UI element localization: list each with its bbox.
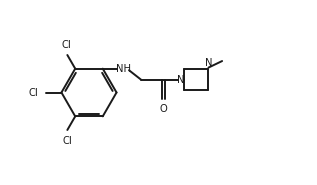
Text: Cl: Cl xyxy=(62,136,72,146)
Text: Cl: Cl xyxy=(29,88,38,97)
Text: N: N xyxy=(205,58,212,68)
Text: NH: NH xyxy=(116,64,131,74)
Text: Cl: Cl xyxy=(61,40,71,50)
Text: O: O xyxy=(159,104,167,114)
Text: N: N xyxy=(177,75,185,85)
